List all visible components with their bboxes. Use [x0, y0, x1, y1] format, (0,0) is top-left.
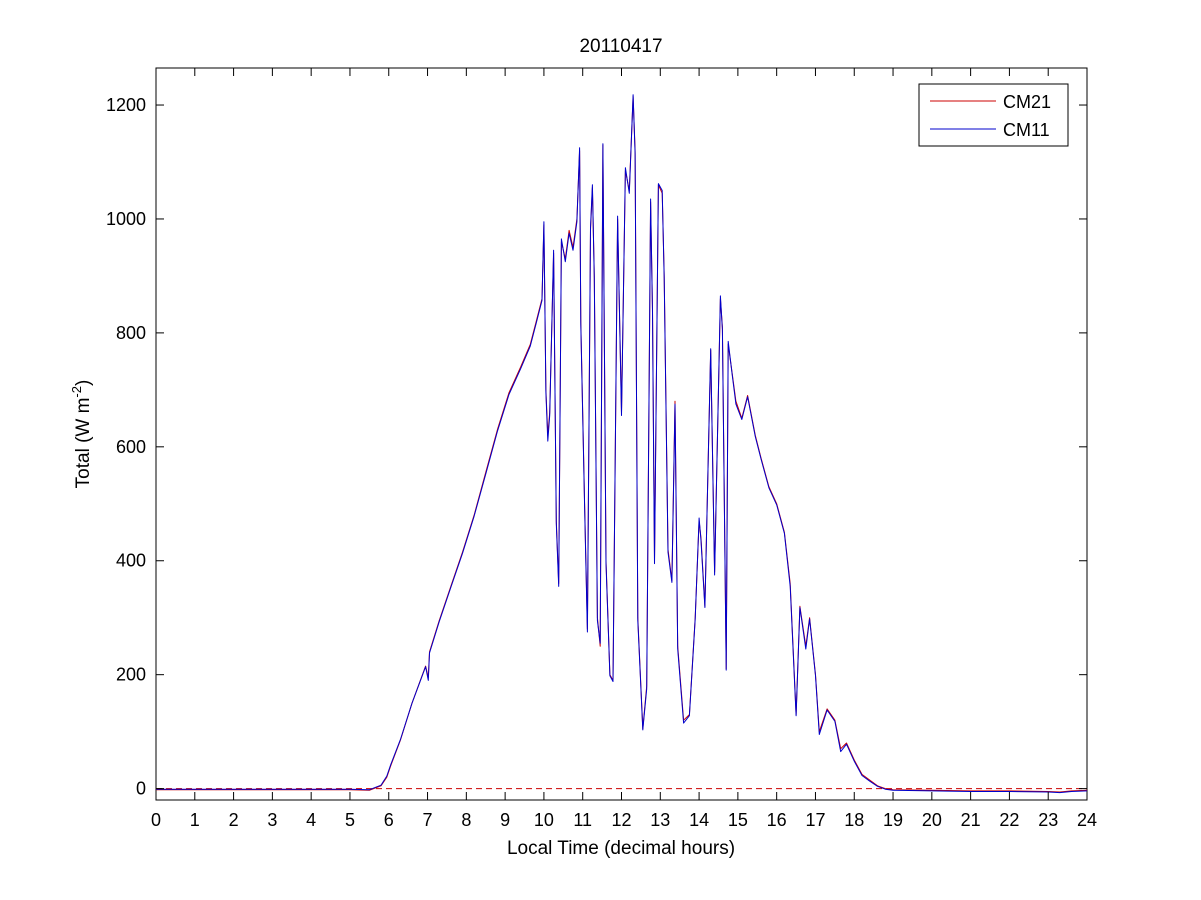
legend-label-cm21: CM21	[1003, 92, 1051, 112]
series-line-cm11	[156, 94, 1088, 794]
x-tick-label: 17	[805, 810, 825, 830]
x-tick-label: 0	[151, 810, 161, 830]
x-tick-label: 21	[961, 810, 981, 830]
x-tick-label: 13	[650, 810, 670, 830]
chart-title: 20110417	[579, 36, 662, 57]
x-tick-label: 4	[306, 810, 316, 830]
legend: CM21 CM11	[918, 83, 1069, 147]
legend-label-cm11: CM11	[1003, 120, 1050, 140]
x-tick-label: 11	[573, 810, 592, 830]
x-axis-title: Local Time (decimal hours)	[507, 838, 735, 859]
x-tick-label: 8	[461, 810, 471, 830]
x-tick-label: 9	[500, 810, 510, 830]
legend-box	[918, 83, 1069, 147]
y-axis-title-close: )	[73, 380, 94, 386]
y-tick-label: 0	[136, 779, 146, 799]
x-tick-label: 5	[345, 810, 355, 830]
y-tick-label: 800	[116, 323, 146, 343]
y-tick-label: 1000	[106, 209, 146, 229]
y-tick-label: 200	[116, 665, 146, 685]
x-tick-label: 12	[611, 810, 631, 830]
x-tick-label: 22	[999, 810, 1019, 830]
x-tick-label: 23	[1038, 810, 1058, 830]
x-axis: 0 1 2 3 4 5 6 7 8 9 10 11 12 13 14 15 16 17 18 19 20 21 22 23 24	[151, 68, 1097, 830]
y-axis: 0 200 400 600 800 1000 1200	[106, 95, 1087, 799]
series-layer	[156, 94, 1088, 794]
x-tick-label: 2	[229, 810, 239, 830]
plot-area	[155, 67, 1088, 801]
y-axis-title-main: Total (W m	[73, 398, 94, 489]
x-tick-label: 6	[384, 810, 394, 830]
y-tick-label: 600	[116, 437, 146, 457]
x-tick-label: 24	[1077, 810, 1097, 830]
y-tick-label: 400	[116, 551, 146, 571]
x-tick-label: 20	[922, 810, 942, 830]
x-tick-label: 10	[534, 810, 554, 830]
x-tick-label: 15	[728, 810, 748, 830]
y-axis-title-superscript: -2	[69, 386, 84, 398]
y-axis-title: Total (W m-2)	[69, 380, 94, 489]
x-tick-label: 14	[689, 810, 709, 830]
x-tick-label: 3	[267, 810, 277, 830]
x-tick-label: 7	[423, 810, 433, 830]
x-tick-label: 18	[844, 810, 864, 830]
x-tick-label: 1	[190, 810, 200, 830]
y-tick-label: 1200	[106, 95, 146, 115]
x-tick-label: 19	[883, 810, 903, 830]
x-tick-label: 16	[767, 810, 787, 830]
